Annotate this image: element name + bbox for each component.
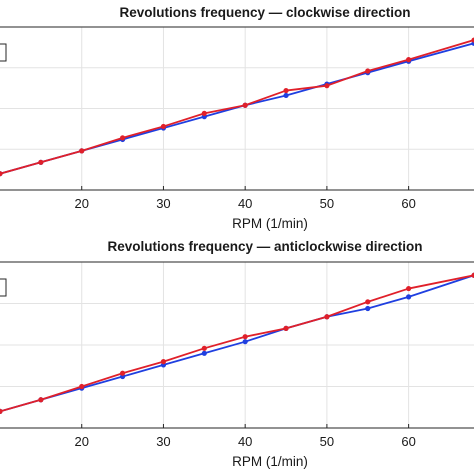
x-tick-labels: 20 30 40 50 60 — [74, 196, 415, 211]
data-point — [283, 325, 289, 331]
data-point — [201, 350, 207, 356]
data-point — [79, 383, 85, 390]
x-tick-label: 50 — [320, 196, 334, 211]
x-tick-label: 40 — [238, 196, 252, 211]
x-tick-label: 30 — [156, 434, 170, 449]
series-line — [0, 274, 474, 413]
data-point — [38, 159, 44, 165]
data-point — [0, 171, 3, 177]
legend-box — [0, 43, 7, 62]
chart-clockwise: Revolutions frequency — clockwise direct… — [0, 5, 474, 231]
x-tick-labels: 20 30 40 50 60 — [74, 434, 415, 449]
data-point — [471, 272, 474, 278]
chart-title: Revolutions frequency — clockwise direct… — [119, 5, 410, 20]
data-point — [365, 68, 371, 74]
chart-title: Revolutions frequency — anticlockwise di… — [107, 239, 422, 254]
x-tick-label: 20 — [74, 196, 88, 211]
data-point — [79, 148, 85, 154]
series-line — [0, 39, 474, 175]
data-point — [406, 285, 412, 292]
data-point — [119, 370, 126, 376]
data-point — [283, 87, 289, 94]
x-axis-label: RPM (1/min) — [232, 216, 308, 231]
data-point — [119, 135, 126, 141]
data-point — [201, 110, 207, 116]
data-point — [406, 294, 412, 300]
data-point — [160, 123, 167, 130]
data-point — [365, 299, 371, 305]
series-group — [0, 37, 474, 177]
data-point — [406, 57, 412, 63]
series-group — [0, 272, 474, 414]
data-point — [324, 314, 330, 320]
legend-box — [0, 278, 7, 297]
series-line — [0, 274, 474, 413]
x-tick-label: 50 — [320, 434, 334, 449]
data-point — [201, 345, 207, 351]
axes — [0, 261, 474, 429]
data-point — [242, 102, 248, 108]
grid — [0, 262, 474, 428]
data-point — [324, 83, 330, 89]
x-tick-label: 60 — [401, 434, 415, 449]
data-point — [160, 359, 167, 365]
data-point — [365, 305, 371, 312]
data-point — [471, 37, 474, 43]
x-axis-label: RPM (1/min) — [232, 454, 308, 469]
data-point — [38, 397, 44, 403]
data-point — [0, 408, 3, 414]
x-tick-label: 60 — [401, 196, 415, 211]
x-tick-label: 40 — [238, 434, 252, 449]
data-point — [242, 339, 248, 345]
axes — [0, 26, 474, 191]
data-point — [242, 334, 248, 340]
data-point — [283, 92, 289, 99]
grid — [0, 27, 474, 190]
chart-anticlockwise: Revolutions frequency — anticlockwise di… — [0, 239, 474, 469]
legend — [0, 278, 7, 297]
legend — [0, 43, 7, 62]
x-tick-label: 20 — [74, 434, 88, 449]
x-tick-label: 30 — [156, 196, 170, 211]
